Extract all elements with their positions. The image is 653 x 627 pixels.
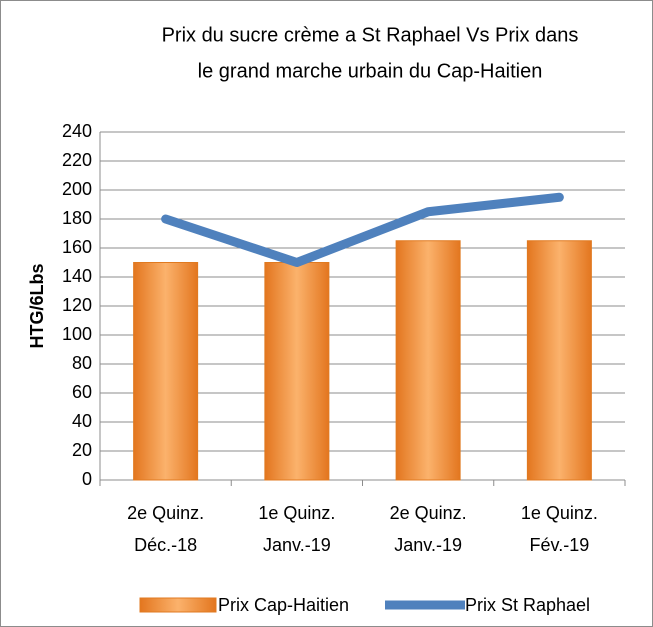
y-tick-label: 200 — [62, 179, 92, 199]
y-tick-label: 0 — [82, 469, 92, 489]
y-tick-label: 40 — [72, 411, 92, 431]
bar — [133, 262, 199, 481]
x-tick-label: Fév.-19 — [530, 535, 590, 555]
x-tick-label: Janv.-19 — [394, 535, 462, 555]
x-tick-label: 2e Quinz. — [127, 503, 204, 523]
x-tick-label: 1e Quinz. — [521, 503, 598, 523]
x-tick-label: 2e Quinz. — [390, 503, 467, 523]
y-tick-label: 120 — [62, 295, 92, 315]
line — [161, 192, 564, 267]
legend-label: Prix Cap-Haitien — [218, 595, 349, 615]
legend-label: Prix St Raphael — [465, 595, 590, 615]
y-tick-label: 160 — [62, 237, 92, 257]
x-tick-label: 1e Quinz. — [258, 503, 335, 523]
bar — [264, 262, 330, 481]
y-tick-label: 180 — [62, 208, 92, 228]
y-tick-label: 100 — [62, 324, 92, 344]
y-tick-label: 80 — [72, 353, 92, 373]
bar — [526, 240, 592, 481]
y-axis-label: HTG/6Lbs — [27, 263, 47, 348]
y-tick-label: 20 — [72, 440, 92, 460]
x-tick-label: Janv.-19 — [263, 535, 331, 555]
bar — [395, 240, 461, 481]
chart-title: le grand marche urbain du Cap-Haitien — [198, 60, 543, 82]
y-tick-label: 140 — [62, 266, 92, 286]
y-tick-label: 220 — [62, 150, 92, 170]
chart-title: Prix du sucre crème a St Raphael Vs Prix… — [162, 24, 579, 46]
y-tick-label: 60 — [72, 382, 92, 402]
x-tick-label: Déc.-18 — [134, 535, 197, 555]
legend-swatch — [139, 597, 217, 613]
y-tick-label: 240 — [62, 121, 92, 141]
